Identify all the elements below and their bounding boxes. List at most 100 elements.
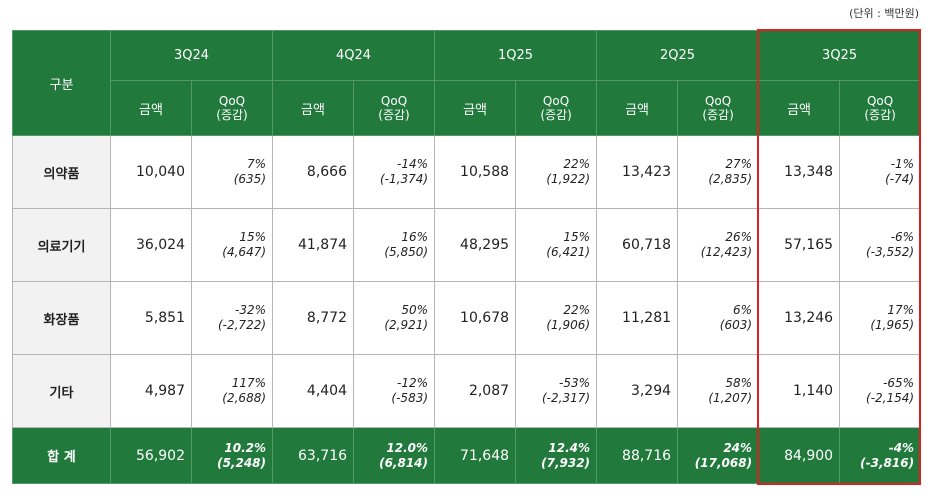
pct-text: -53% [559, 376, 591, 390]
amount-text: 5,851 [144, 310, 185, 326]
amount-cell: 48,295 [434, 208, 517, 282]
amount-text: 4,987 [144, 383, 185, 399]
label-text: 의료기기 [37, 239, 86, 255]
pct-text: -14% [397, 157, 429, 171]
qoq-header: QoQ (증감) [839, 80, 922, 136]
pct-text: 15% [563, 230, 591, 244]
amount-text: 60,718 [622, 237, 672, 253]
qoq-cell: 15% (6,421) [515, 208, 598, 282]
amount-text: 10,588 [460, 164, 510, 180]
header-text: QoQ [704, 94, 732, 108]
header-text: (증감) [702, 108, 734, 122]
pct-text: 10.2% [224, 440, 267, 455]
amount-text: 10,678 [460, 310, 510, 326]
amount-cell: 41,874 [272, 208, 355, 282]
amount-cell: 10,588 [434, 135, 517, 209]
amount-cell: 10,040 [110, 135, 192, 209]
pct-text: 15% [239, 230, 267, 244]
header-text: 2Q25 [660, 48, 696, 63]
qoq-cell: 12.4% (7,932) [515, 427, 598, 484]
amount-cell: 4,987 [110, 354, 192, 428]
header-text: 금액 [625, 102, 649, 118]
amount-cell: 84,900 [758, 427, 841, 484]
amount-text: 8,772 [306, 310, 348, 326]
header-text: 구분 [49, 77, 74, 93]
qoq-cell: 16% (5,850) [353, 208, 436, 282]
label-text: 의약품 [43, 166, 80, 182]
change-text: (1,207) [708, 391, 753, 405]
qoq-cell: -65% (-2,154) [839, 354, 922, 428]
amount-cell: 57,165 [758, 208, 841, 282]
header-text: 금액 [139, 102, 163, 118]
quarter-header: 4Q24 [272, 30, 436, 81]
change-text: (2,688) [222, 391, 267, 405]
qoq-cell: 24% (17,068) [677, 427, 760, 484]
header-text: 금액 [463, 102, 487, 118]
change-text: (-2,154) [866, 391, 915, 405]
change-text: (603) [719, 318, 753, 332]
amount-cell: 60,718 [596, 208, 679, 282]
pct-text: 12.0% [386, 440, 429, 455]
qoq-cell: 22% (1,906) [515, 281, 598, 355]
header-text: 금액 [787, 102, 812, 118]
amount-text: 4,404 [306, 383, 348, 399]
label-text: 기타 [49, 385, 74, 401]
quarter-header: 3Q24 [109, 30, 274, 81]
amount-cell: 13,348 [758, 135, 841, 209]
header-text: 3Q25 [822, 48, 858, 63]
qoq-header: QoQ (증감) [353, 80, 436, 136]
header-text: 1Q25 [498, 48, 534, 63]
amount-cell: 2,087 [434, 354, 517, 428]
change-text: (-74) [885, 172, 915, 186]
qoq-cell: 50% (2,921) [353, 281, 436, 355]
pct-text: 17% [887, 303, 915, 317]
qoq-header: QoQ (증감) [515, 80, 598, 136]
pct-text: -1% [890, 157, 915, 171]
change-text: (1,906) [546, 318, 591, 332]
amount-cell: 10,678 [434, 281, 517, 355]
quarter-header: 2Q25 [596, 30, 760, 81]
pct-text: 24% [723, 440, 753, 455]
amount-cell: 3,294 [596, 354, 679, 428]
corner-header: 구분 [12, 30, 111, 136]
row-label: 의약품 [12, 135, 111, 209]
amount-text: 57,165 [784, 237, 834, 253]
pct-text: 12.4% [548, 440, 591, 455]
qoq-cell: 117% (2,688) [190, 354, 274, 428]
amount-cell: 8,666 [272, 135, 355, 209]
qoq-cell: 15% (4,647) [190, 208, 274, 282]
change-text: (-1,374) [379, 172, 429, 186]
header-text: 3Q24 [173, 48, 210, 63]
pct-text: -65% [883, 376, 915, 390]
amount-cell: 13,423 [596, 135, 679, 209]
change-text: (5,850) [384, 245, 429, 259]
change-text: (5,248) [217, 455, 267, 470]
qoq-cell: -6% (-3,552) [839, 208, 922, 282]
change-text: (4,647) [222, 245, 267, 259]
amount-cell: 63,716 [272, 427, 355, 484]
amount-header: 금액 [758, 80, 841, 136]
change-text: (-583) [391, 391, 429, 405]
change-text: (-2,722) [217, 318, 267, 332]
pct-text: 27% [725, 157, 753, 171]
qoq-cell: -53% (-2,317) [515, 354, 598, 428]
qoq-cell: -14% (-1,374) [353, 135, 436, 209]
pct-text: 7% [246, 157, 267, 171]
qoq-cell: 22% (1,922) [515, 135, 598, 209]
amount-text: 36,024 [136, 237, 185, 253]
change-text: (6,421) [546, 245, 591, 259]
change-text: (6,814) [379, 455, 429, 470]
amount-header: 금액 [272, 80, 355, 136]
header-text: QoQ [866, 94, 894, 108]
header-text: 4Q24 [336, 48, 372, 63]
table-row: 의약품 10,040 7% (635) 8,666 -14% (-1,374) 10,588 2… [12, 135, 922, 209]
header-text: (증감) [864, 108, 896, 122]
amount-cell: 56,902 [110, 427, 192, 484]
change-text: (-3,816) [860, 455, 915, 470]
amount-cell: 13,246 [758, 281, 841, 355]
pct-text: 26% [725, 230, 753, 244]
unit-note: (단위 : 백만원) [849, 7, 919, 20]
change-text: (1,922) [546, 172, 591, 186]
amount-text: 10,040 [136, 164, 185, 180]
